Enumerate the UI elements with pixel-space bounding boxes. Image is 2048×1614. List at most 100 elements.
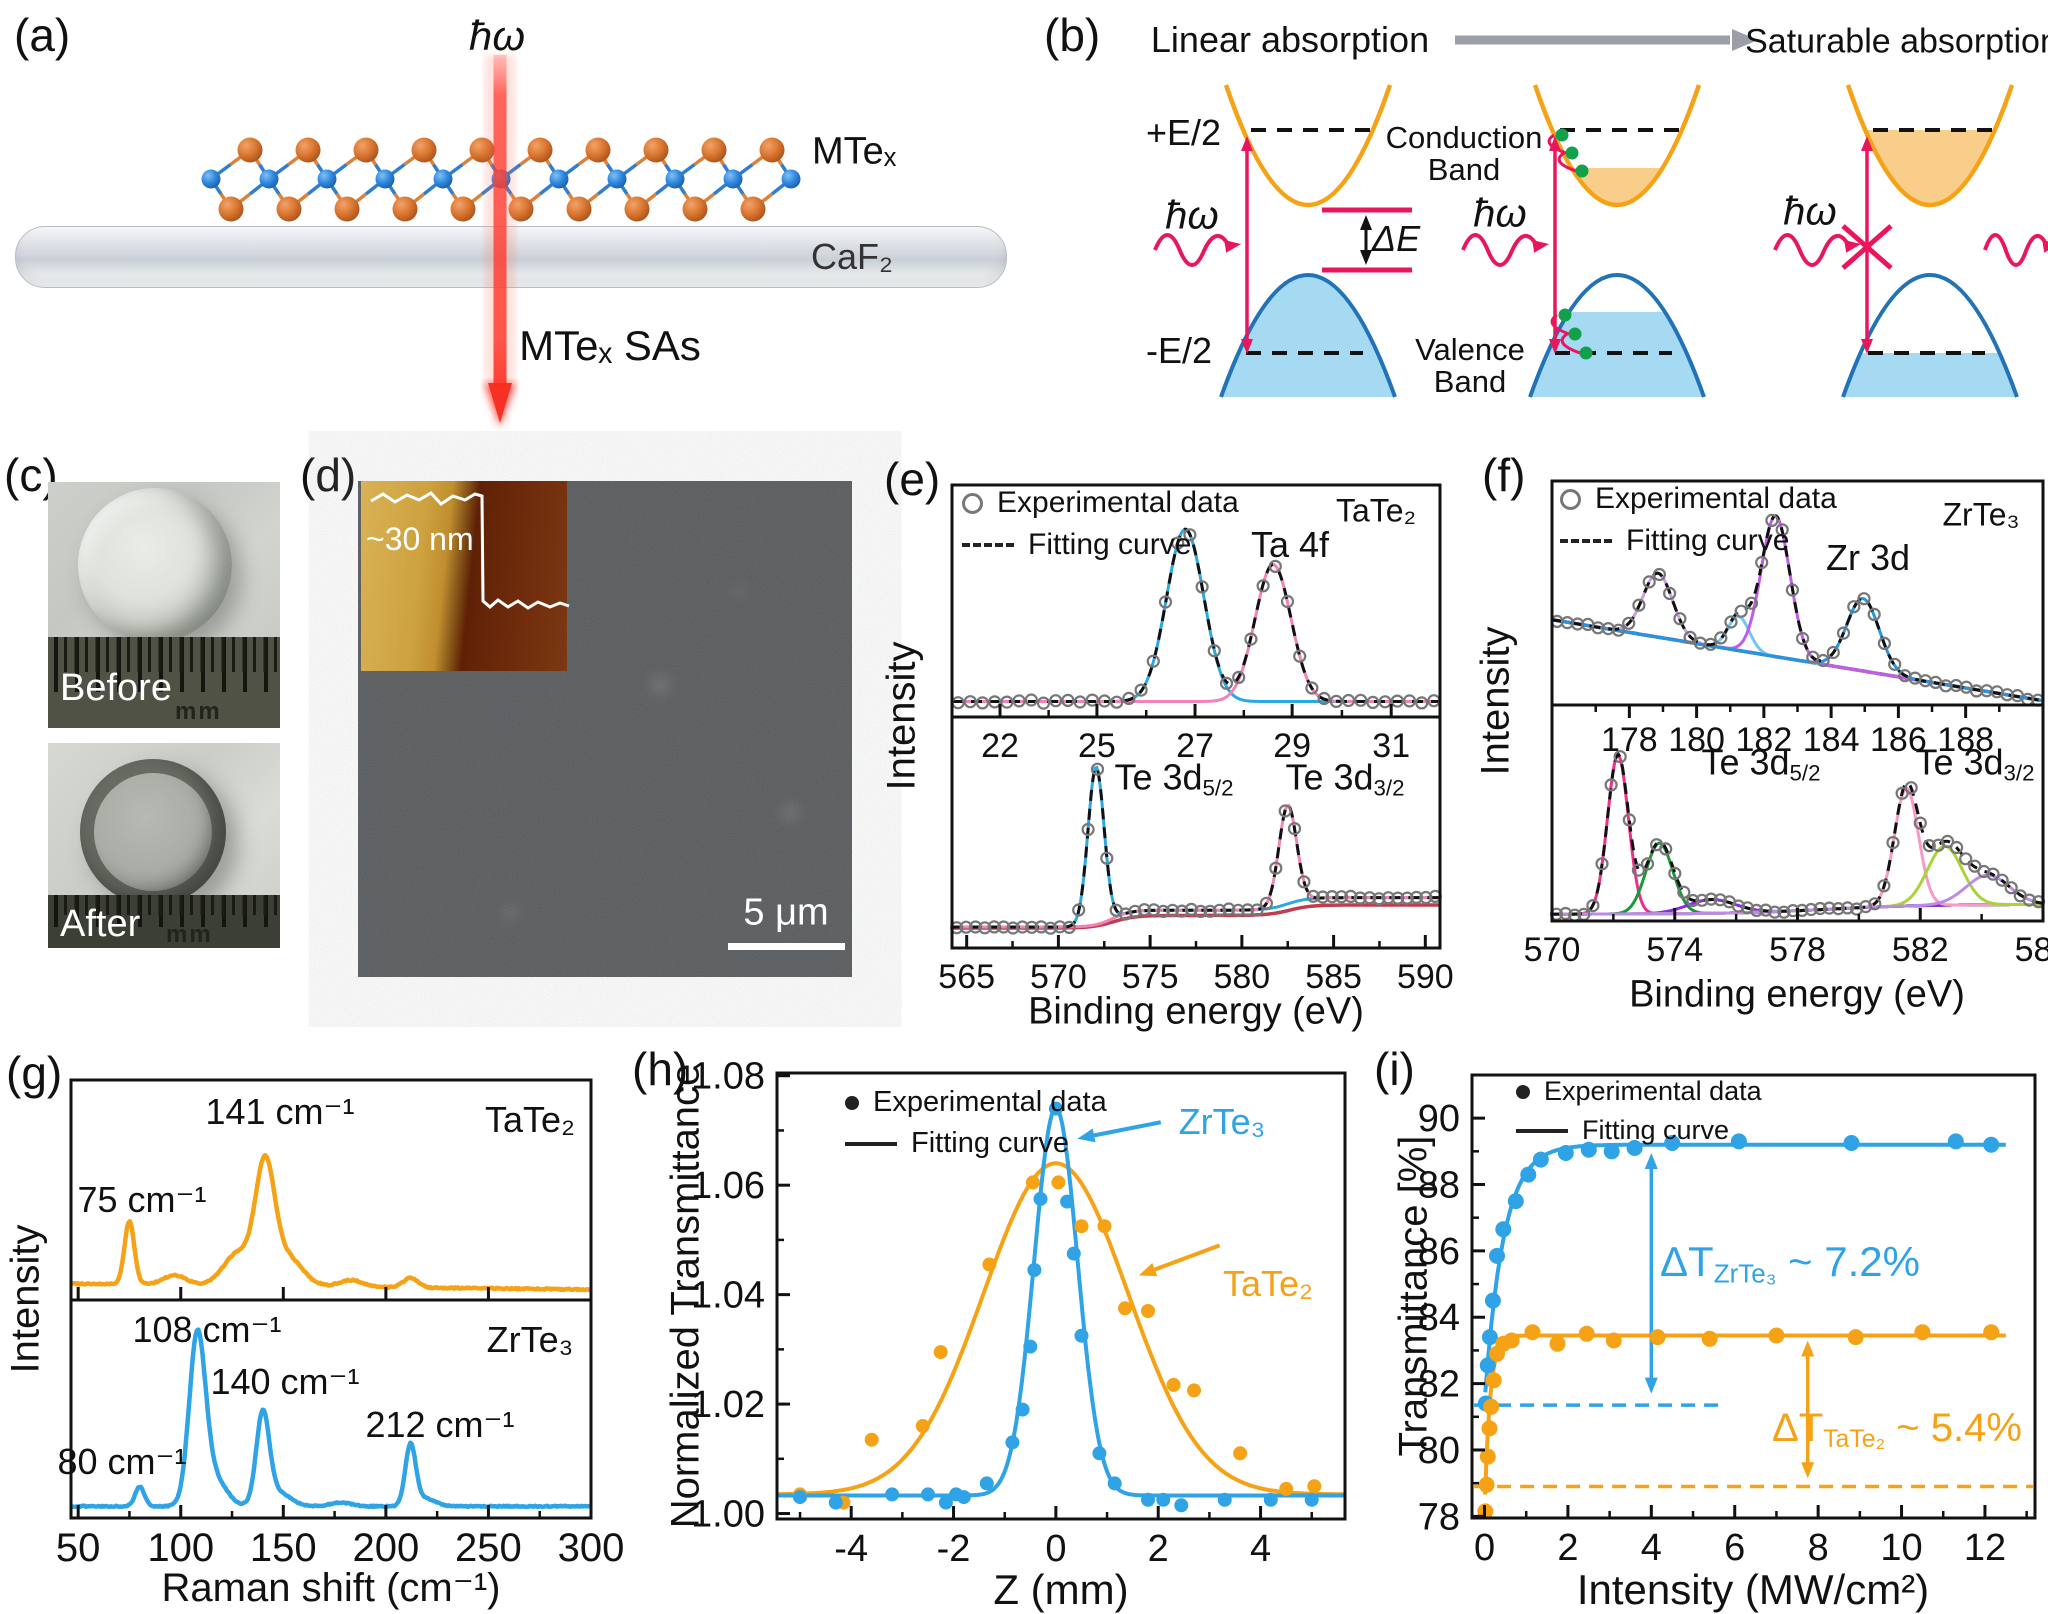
legend-data-label: Experimental data <box>997 486 1239 519</box>
experimental-point <box>1137 903 1151 917</box>
data-point-ZrTe3 <box>1156 1492 1171 1507</box>
experimental-point <box>1867 607 1881 621</box>
experimental-point <box>1081 822 1095 837</box>
experimental-point <box>1293 649 1307 663</box>
panel-g-label: (g) <box>6 1047 63 1099</box>
experimental-point <box>1110 695 1124 709</box>
tick-label: -2 <box>937 1528 971 1570</box>
experimental-point <box>1959 852 1973 866</box>
experimental-point <box>1353 891 1367 905</box>
after-mm-label: mm <box>166 921 213 948</box>
valence-band-label-2: Band <box>1433 364 1507 399</box>
tick-label: 150 <box>250 1526 317 1570</box>
experimental-point <box>1409 890 1424 904</box>
tick-label: 88 <box>1418 1165 1460 1207</box>
te-atom-top <box>643 137 669 163</box>
experimental-point <box>1372 892 1386 906</box>
open-circle-marker <box>962 492 983 514</box>
legend-fit-label: Fitting curve <box>1582 1115 1730 1145</box>
dashed-line-marker <box>962 543 1014 547</box>
experimental-point <box>1147 903 1161 917</box>
experimental-point <box>1714 631 1728 645</box>
data-point-ZrTe3 <box>1507 1193 1524 1210</box>
data-point-ZrTe3 <box>1217 1492 1232 1507</box>
te-atom-bottom <box>334 196 360 222</box>
tick-label: 575 <box>1122 958 1179 996</box>
data-point-TaTe2 <box>933 1345 948 1360</box>
experimental-point <box>1785 583 1799 597</box>
experimental-point <box>1268 559 1282 574</box>
data-point-ZrTe3 <box>979 1476 994 1491</box>
experimental-point <box>1259 896 1273 910</box>
data-point-ZrTe3 <box>1174 1498 1189 1513</box>
peak-label-zr3d: Zr 3d <box>1825 537 1911 578</box>
data-point-ZrTe3 <box>1489 1247 1505 1264</box>
experimental-point <box>1034 920 1048 934</box>
legend-h: Experimental data Fitting curve <box>845 1086 1107 1160</box>
raman-peak-212: 212 cm⁻¹ <box>365 1404 515 1445</box>
experimental-point <box>1724 615 1738 629</box>
tick-label: 6 <box>1724 1527 1745 1569</box>
experimental-point <box>1194 904 1208 918</box>
experimental-point <box>1317 691 1331 706</box>
open-circle-marker <box>1560 488 1581 510</box>
data-point-ZrTe3 <box>1520 1166 1537 1183</box>
experimental-point <box>1391 891 1405 905</box>
te-atom-top <box>353 137 379 163</box>
legend-row-fit: Fitting curve <box>845 1127 1107 1160</box>
tick-label: 586 <box>2015 931 2048 969</box>
scalebar <box>728 943 845 950</box>
experimental-point <box>1673 612 1687 626</box>
data-point-ZrTe3 <box>885 1487 900 1502</box>
experimental-point <box>1663 586 1677 600</box>
electron-dot <box>1555 128 1569 142</box>
experimental-point <box>1632 598 1646 612</box>
ylabel-g: Intensity <box>3 1224 48 1374</box>
data-point-ZrTe3 <box>1484 1292 1501 1309</box>
experimental-point <box>1857 592 1871 606</box>
experimental-point <box>1750 903 1764 917</box>
experimental-point <box>1195 580 1209 594</box>
experimental-point <box>1826 645 1840 660</box>
before-mm-label: mm <box>175 698 222 725</box>
linear-absorption-title: Linear absorption <box>1150 19 1430 60</box>
experimental-point <box>1171 536 1185 550</box>
experimental-point <box>1816 653 1830 668</box>
relaxation-arrow <box>1560 332 1581 355</box>
raman-peak-140: 140 cm⁻¹ <box>210 1361 360 1402</box>
photon-wave <box>1983 233 2048 267</box>
data-point-TaTe2 <box>1578 1325 1595 1342</box>
data-point-ZrTe3 <box>1947 1133 1964 1150</box>
experimental-point <box>1419 890 1433 905</box>
experimental-point <box>1006 921 1020 935</box>
te-atom-top <box>701 137 727 163</box>
photon-wave <box>1461 233 1539 267</box>
experimental-point <box>1085 693 1099 707</box>
tick-label: 1.06 <box>691 1165 765 1207</box>
tick-label: 578 <box>1769 931 1826 969</box>
tick-label: 582 <box>1892 931 1949 969</box>
delta-arrow-head-up-1 <box>1801 1340 1815 1357</box>
tick-label: 0 <box>1045 1528 1066 1570</box>
tick-label: 80 <box>1418 1430 1460 1472</box>
experimental-point <box>1734 604 1748 618</box>
experimental-point <box>1043 921 1058 935</box>
spectrum-line <box>70 1327 592 1510</box>
fit-curve-0 <box>777 1161 1345 1497</box>
tick-label: 570 <box>1524 931 1581 969</box>
chart-saturation: 0 2 4 6 8 10 12 78 80 82 84 86 88 90 <box>1418 1073 2037 1569</box>
te-atom-bottom <box>276 196 302 222</box>
ylabel-f: Intensity <box>1473 626 1518 776</box>
double-arrow-head-bottom <box>1241 339 1253 354</box>
data-point-TaTe2 <box>1307 1479 1322 1494</box>
tick-label: 25 <box>1078 727 1116 765</box>
delta-t-zrte3: ΔTZrTe₃ ~ 7.2% <box>1660 1238 1920 1289</box>
data-point-TaTe2 <box>1605 1332 1622 1349</box>
experimental-point <box>1604 778 1618 792</box>
experimental-point <box>1804 902 1818 917</box>
experimental-point <box>1986 867 2000 881</box>
data-point-TaTe2 <box>1503 1332 1520 1349</box>
experimental-point <box>2004 881 2018 895</box>
legend-fit-label: Fitting curve <box>1028 528 1192 561</box>
metal-atom <box>375 169 395 189</box>
